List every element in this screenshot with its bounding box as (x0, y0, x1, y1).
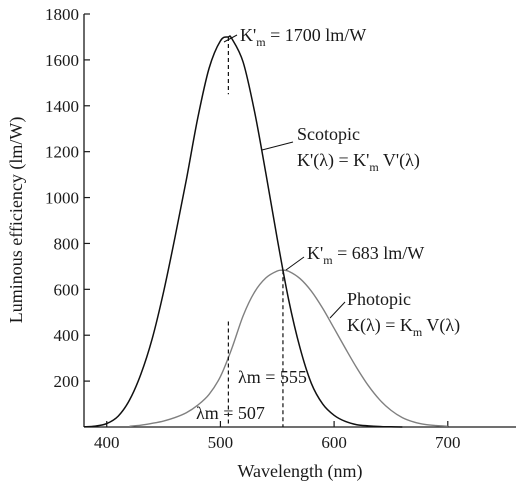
lambda-scotopic-label: λm = 507 (196, 403, 265, 423)
lambda-photopic-label: λm = 555 (238, 367, 307, 387)
x-tick-label-400: 400 (94, 433, 120, 452)
y-tick-label-1200: 1200 (45, 143, 79, 162)
x-tick-label-500: 500 (208, 433, 234, 452)
photopic-formula: K(λ) = Km V(λ) (347, 315, 460, 339)
photopic-peak-leader-line (285, 256, 305, 271)
series-scotopic-line (83, 35, 403, 428)
photopic-label-leader-line (329, 301, 346, 319)
y-tick-label-600: 600 (54, 280, 80, 299)
scotopic-peak-leader-line (223, 34, 238, 43)
series-photopic-line (129, 269, 448, 428)
photopic-peak-annotation: K'm = 683 lm/W (307, 243, 424, 267)
x-tick-label-700: 700 (435, 433, 461, 452)
y-tick-label-800: 800 (54, 234, 80, 253)
photopic-label: Photopic (347, 289, 411, 309)
scotopic-peak-annotation: K'm = 1700 lm/W (240, 25, 366, 49)
y-tick-label-400: 400 (54, 326, 80, 345)
y-tick-label-1800: 1800 (45, 5, 79, 24)
y-tick-label-1600: 1600 (45, 51, 79, 70)
x-axis-title: Wavelength (nm) (237, 461, 362, 482)
y-axis-title: Luminous efficiency (lm/W) (6, 117, 27, 324)
scotopic-label: Scotopic (297, 124, 360, 144)
scotopic-formula: K'(λ) = K'm V'(λ) (297, 150, 420, 174)
y-tick-label-1000: 1000 (45, 189, 79, 208)
axis-ticks (84, 13, 449, 427)
y-tick-label-200: 200 (54, 372, 80, 391)
scotopic-label-leader-line (261, 141, 294, 151)
axis-tick-labels: 400 500 600 700 200 400 600 800 1000 1200 1400 1600… (45, 5, 461, 452)
y-tick-label-1400: 1400 (45, 97, 79, 116)
x-tick-label-600: 600 (321, 433, 347, 452)
